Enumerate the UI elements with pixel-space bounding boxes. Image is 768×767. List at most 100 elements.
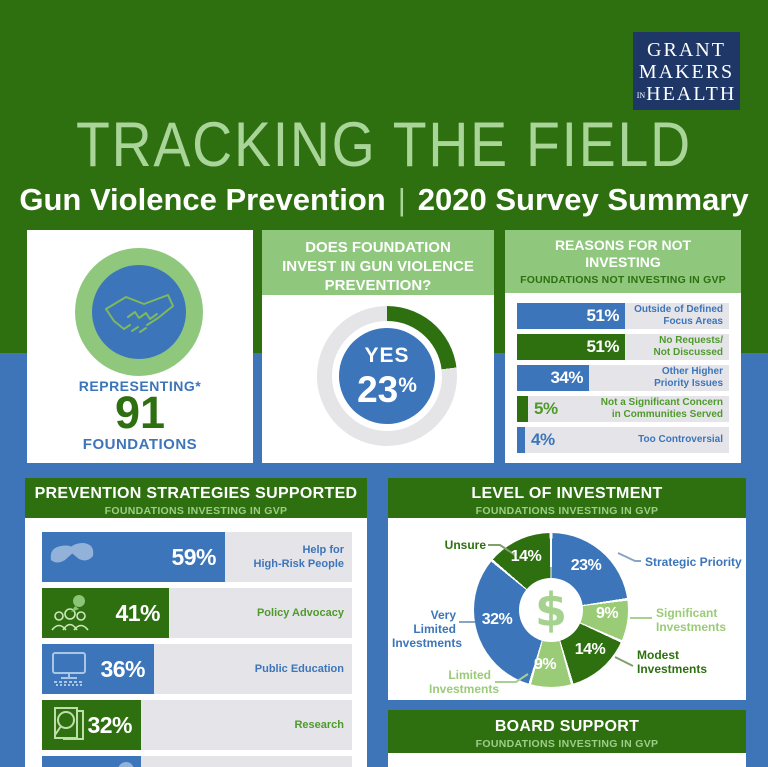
board-support-header: BOARD SUPPORT FOUNDATIONS INVESTING IN G… <box>388 710 746 753</box>
label-very-limited-investments: Very Limited Investments <box>392 608 463 650</box>
helping-hands-icon <box>50 543 94 563</box>
reasons-subtitle: FOUNDATIONS NOT INVESTING IN GVP <box>520 274 726 286</box>
logo-line-grant: GRANT <box>647 39 726 61</box>
strategy-value: 36% <box>100 655 145 682</box>
reasons-title-line2: INVESTING <box>585 254 661 270</box>
reason-bar <box>517 427 525 453</box>
person-icon <box>118 762 134 767</box>
label-limited-investments: Limited Investments <box>429 668 500 696</box>
slice-percent-modest: 14% <box>574 641 606 658</box>
reason-row: 51% No Requests/Not Discussed <box>517 334 729 360</box>
strategies-title: PREVENTION STRATEGIES SUPPORTED <box>34 485 358 502</box>
reason-row: 5% Not a Significant Concern in Communiti… <box>517 396 729 422</box>
reason-value: 51% <box>586 306 619 325</box>
reason-label: No Requests/Not Discussed <box>653 335 723 358</box>
board-support-body <box>388 753 746 767</box>
label-strategic-priority: Strategic Priority <box>645 555 742 569</box>
reason-row: 34% Other Higher Priority Issues <box>517 365 729 391</box>
strategy-bar: 36% <box>42 644 154 694</box>
reason-row: 51% Outside of Defined Focus Areas <box>517 303 729 329</box>
strategy-row: 41% Policy Advocacy <box>42 588 352 638</box>
reason-label: Other Higher Priority Issues <box>654 366 723 389</box>
strategy-row: 36% Public Education <box>42 644 352 694</box>
dollar-icon: $ <box>534 583 567 637</box>
slice-percent-strategic: 23% <box>570 557 602 574</box>
label-unsure: Unsure <box>444 538 486 552</box>
subtitle-topic: Gun Violence Prevention <box>19 182 386 217</box>
logo-in-word: IN <box>636 91 646 100</box>
page-title: TRACKING THE FIELD <box>76 110 692 180</box>
reason-value: 5% <box>534 399 558 418</box>
reason-bar: 34% <box>517 365 589 391</box>
strategy-bar: 41% <box>42 588 169 638</box>
reason-value: 4% <box>531 430 555 449</box>
donut-center: YES 23% <box>339 328 435 424</box>
computer-icon <box>52 652 86 686</box>
reason-bar: 51% <box>517 334 625 360</box>
slice-percent-unsure: 14% <box>510 548 542 565</box>
yes-percent: 23% <box>357 369 417 410</box>
slice-percent-limited: 9% <box>533 656 557 673</box>
invest-title-line3: PREVENTION? <box>324 277 432 294</box>
invest-question-header: DOES FOUNDATION INVEST IN GUN VIOLENCE P… <box>262 230 494 295</box>
representing-card: REPRESENTING* 91 FOUNDATIONS <box>27 230 253 463</box>
strategy-row-partial <box>42 756 352 767</box>
reasons-card: REASONS FOR NOT INVESTING FOUNDATIONS NO… <box>505 230 741 463</box>
reason-value: 34% <box>550 368 583 387</box>
invest-title-line1: DOES FOUNDATION <box>305 239 451 256</box>
representing-label: REPRESENTING* <box>78 378 202 394</box>
reason-label: Outside of Defined Focus Areas <box>634 304 723 327</box>
investment-title: LEVEL OF INVESTMENT <box>471 485 663 502</box>
investment-level-card: LEVEL OF INVESTMENT FOUNDATIONS INVESTIN… <box>388 478 746 700</box>
strategy-label: Help for High-Risk People <box>253 544 344 570</box>
strategies-header: PREVENTION STRATEGIES SUPPORTED FOUNDATI… <box>25 478 367 518</box>
research-icon <box>54 707 84 740</box>
subtitle-year: 2020 Survey Summary <box>417 182 749 217</box>
strategy-value: 59% <box>171 543 216 570</box>
grantmakers-in-health-logo: GRANT MAKERS INHEALTH <box>633 32 740 110</box>
investment-pie-chart: $ 23% 9% 14% 9% 32% 14% Unsure Strategic… <box>388 518 746 700</box>
strategy-label: Public Education <box>254 663 344 675</box>
board-support-title: BOARD SUPPORT <box>494 718 640 735</box>
strategy-row: 32% Research <box>42 700 352 750</box>
label-modest-investments: Modest Investments <box>637 648 708 676</box>
reasons-bar-chart: 51% Outside of Defined Focus Areas 51% No… <box>517 303 729 458</box>
slice-percent-significant: 9% <box>595 605 619 622</box>
yes-donut-chart: YES 23% <box>317 306 457 446</box>
reason-label: Too Controversial <box>638 434 723 445</box>
strategies-subtitle: FOUNDATIONS INVESTING IN GVP <box>104 505 288 517</box>
reason-label: Not a Significant Concern in Communities … <box>600 397 723 420</box>
strategy-row: 59% Help for High-Risk People <box>42 532 352 582</box>
pie-center: $ <box>519 578 583 642</box>
strategy-label: Research <box>294 719 344 731</box>
invest-title-line2: INVEST IN GUN VIOLENCE <box>282 258 474 275</box>
strategy-bar <box>42 756 141 767</box>
strategy-bar: 32% <box>42 700 141 750</box>
investment-header: LEVEL OF INVESTMENT FOUNDATIONS INVESTIN… <box>388 478 746 518</box>
invest-question-card: DOES FOUNDATION INVEST IN GUN VIOLENCE P… <box>262 230 494 463</box>
slice-percent-very-limited: 32% <box>481 611 513 628</box>
reason-bar <box>517 396 528 422</box>
reason-bar: 51% <box>517 303 625 329</box>
advocacy-group-icon <box>51 595 89 631</box>
strategy-bar: 59% <box>42 532 225 582</box>
reason-row: 4% Too Controversial <box>517 427 729 453</box>
strategy-value: 41% <box>115 599 160 626</box>
reasons-header: REASONS FOR NOT INVESTING FOUNDATIONS NO… <box>505 230 741 293</box>
handshake-icon <box>105 294 174 333</box>
logo-line-health: INHEALTH <box>636 83 737 105</box>
label-significant-investments: Significant Investments <box>656 606 727 634</box>
reasons-title-line1: REASONS FOR NOT <box>554 237 692 253</box>
page-subtitle: Gun Violence Prevention | 2020 Survey Summ… <box>0 182 768 218</box>
board-support-card: BOARD SUPPORT FOUNDATIONS INVESTING IN G… <box>388 710 746 767</box>
strategy-value: 32% <box>87 711 132 738</box>
reason-value: 51% <box>586 337 619 356</box>
board-support-subtitle: FOUNDATIONS INVESTING IN GVP <box>475 738 659 750</box>
foundation-count: 91 <box>114 387 166 438</box>
strategy-label: Policy Advocacy <box>256 607 344 619</box>
strategies-card: PREVENTION STRATEGIES SUPPORTED FOUNDATI… <box>25 478 367 767</box>
yes-label: YES <box>364 344 410 367</box>
foundations-label: FOUNDATIONS <box>82 436 198 453</box>
logo-line-makers: MAKERS <box>638 61 735 83</box>
